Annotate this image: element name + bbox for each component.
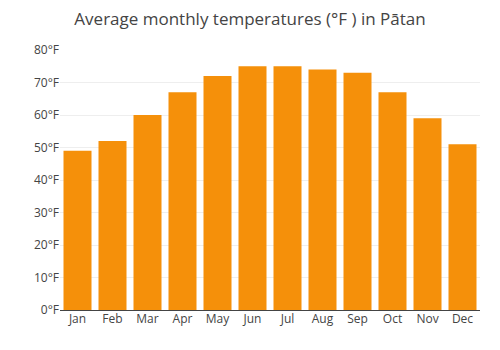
- svg-text:Oct: Oct: [383, 310, 402, 327]
- svg-text:60°F: 60°F: [34, 106, 59, 123]
- svg-text:Aug: Aug: [312, 310, 334, 327]
- svg-text:40°F: 40°F: [34, 171, 59, 188]
- svg-text:70°F: 70°F: [34, 74, 59, 91]
- svg-text:10°F: 10°F: [34, 269, 59, 286]
- svg-text:20°F: 20°F: [34, 236, 59, 253]
- svg-text:80°F: 80°F: [34, 41, 59, 58]
- svg-text:Jan: Jan: [68, 310, 86, 327]
- svg-text:0°F: 0°F: [41, 301, 59, 318]
- svg-text:Jul: Jul: [280, 310, 295, 327]
- svg-text:Mar: Mar: [136, 310, 158, 327]
- svg-text:Dec: Dec: [452, 310, 473, 327]
- svg-text:Feb: Feb: [102, 310, 122, 327]
- svg-text:May: May: [206, 310, 230, 327]
- svg-text:50°F: 50°F: [34, 139, 59, 156]
- svg-text:Sep: Sep: [347, 310, 368, 327]
- svg-text:30°F: 30°F: [34, 204, 59, 221]
- svg-text:Average monthly temperatures (: Average monthly temperatures (°F ) in Pā…: [74, 7, 425, 30]
- svg-text:Apr: Apr: [173, 310, 193, 327]
- svg-text:Nov: Nov: [416, 310, 438, 327]
- svg-text:Jun: Jun: [243, 310, 262, 327]
